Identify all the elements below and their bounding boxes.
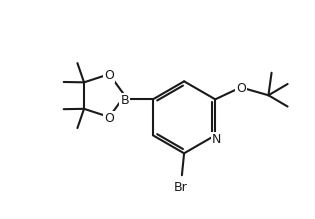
Text: N: N [212, 133, 221, 146]
Text: O: O [236, 82, 246, 95]
Text: Br: Br [174, 181, 187, 194]
Text: B: B [120, 94, 129, 107]
Text: O: O [104, 112, 114, 125]
Text: O: O [104, 69, 114, 82]
